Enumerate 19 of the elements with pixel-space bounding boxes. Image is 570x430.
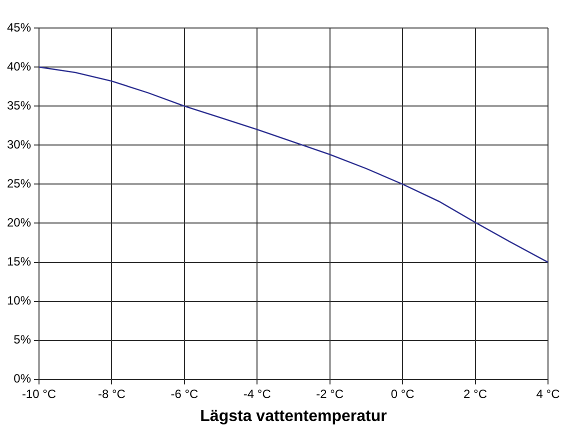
y-tick-label: 40%	[6, 59, 32, 74]
x-tick-label: -8 °C	[98, 386, 126, 401]
y-tick-label: 45%	[6, 20, 32, 34]
y-tick-label: 35%	[6, 98, 32, 112]
x-tick-label: -2 °C	[316, 386, 344, 401]
x-tick-label: 4 °C	[536, 386, 560, 401]
y-tick-label: 25%	[6, 176, 32, 190]
y-tick-label: 20%	[6, 216, 32, 230]
x-axis-title: Lägsta vattentemperatur	[200, 408, 387, 425]
y-tick-label: 15%	[6, 254, 32, 269]
y-tick-label: 30%	[6, 137, 32, 152]
x-tick-label: 2 °C	[464, 386, 488, 401]
x-tick-label: -6 °C	[170, 386, 199, 401]
x-tick-label: 0 °C	[390, 386, 415, 401]
y-tick-label: 0%	[14, 372, 32, 386]
y-tick-label: 10%	[6, 294, 32, 308]
y-tick-label: 5%	[14, 332, 32, 347]
x-tick-label: -10 °C	[22, 386, 56, 401]
x-tick-label: -4 °C	[243, 386, 272, 401]
